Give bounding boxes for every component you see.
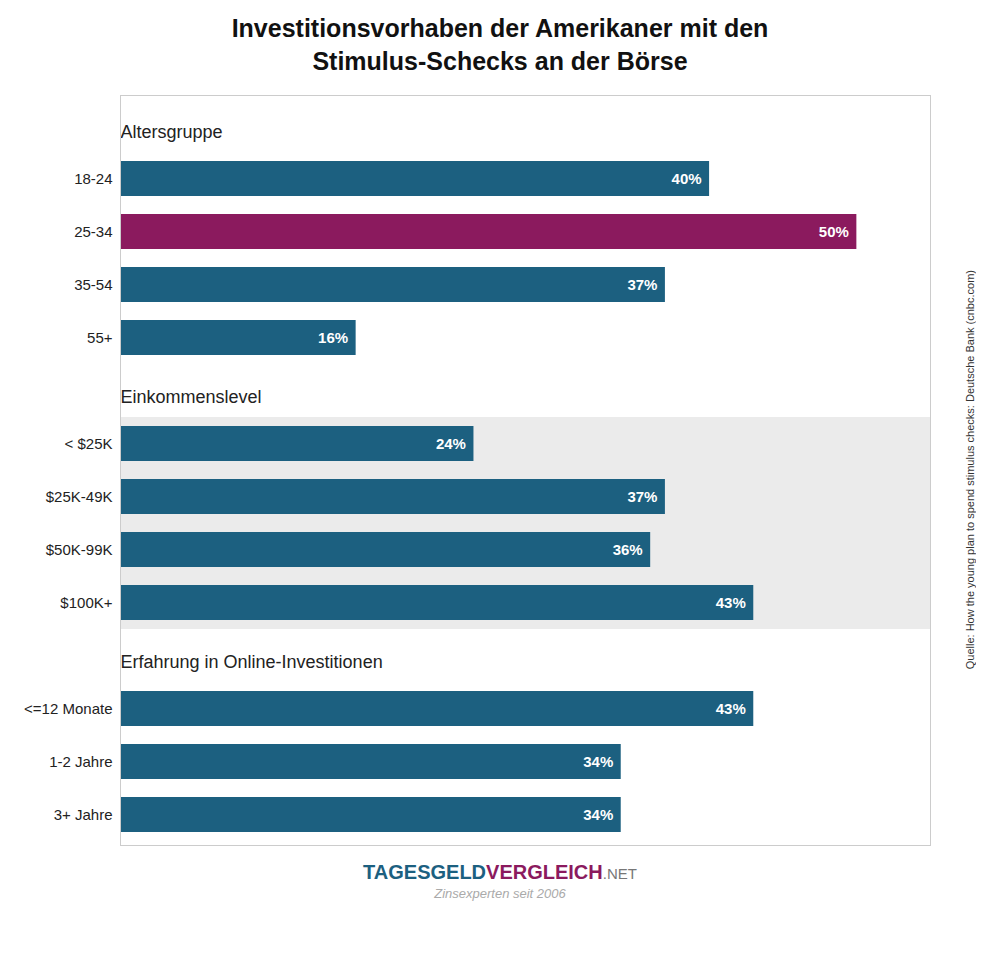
svg-text:Einkommenslevel: Einkommenslevel: [121, 387, 262, 407]
svg-text:18-24: 18-24: [74, 170, 112, 187]
svg-text:1-2 Jahre: 1-2 Jahre: [49, 753, 112, 770]
svg-text:36%: 36%: [613, 541, 643, 558]
html-text:TAGESGELD VERGLEICH.NET: TAGESGELD VERGLEICH.NET: [363, 861, 637, 883]
svg-text:50%: 50%: [819, 223, 849, 240]
svg-text:Altersgruppe: Altersgruppe: [121, 122, 223, 142]
svg-text:25-34: 25-34: [74, 223, 112, 240]
svg-text:24%: 24%: [436, 435, 466, 452]
svg-text:$50K-99K: $50K-99K: [46, 541, 113, 558]
svg-text:34%: 34%: [583, 753, 613, 770]
html-text:Quelle: How the young plan to: Quelle: How the young plan to spend stim…: [964, 270, 976, 670]
svg-text:Erfahrung in Online-Investitio: Erfahrung in Online-Investitionen: [121, 652, 383, 672]
svg-text:<=12 Monate: <=12 Monate: [24, 700, 112, 717]
svg-text:3+ Jahre: 3+ Jahre: [54, 806, 113, 823]
svg-text:34%: 34%: [583, 806, 613, 823]
svg-text:35-54: 35-54: [74, 276, 112, 293]
svg-text:37%: 37%: [627, 276, 657, 293]
svg-text:40%: 40%: [672, 170, 702, 187]
html-text:Investitionsvorhaben der Ameri: Investitionsvorhaben der Amerikaner mit …: [231, 14, 769, 75]
svg-text:55+: 55+: [87, 329, 113, 346]
svg-text:43%: 43%: [716, 700, 746, 717]
svg-text:$100K+: $100K+: [60, 594, 112, 611]
svg-text:< $25K: < $25K: [65, 435, 113, 452]
svg-text:$25K-49K: $25K-49K: [46, 488, 113, 505]
html-text:Zinsexperten seit 2006: Zinsexperten seit 2006: [434, 886, 566, 901]
svg-text:43%: 43%: [716, 594, 746, 611]
svg-text:16%: 16%: [318, 329, 348, 346]
svg-text:37%: 37%: [627, 488, 657, 505]
